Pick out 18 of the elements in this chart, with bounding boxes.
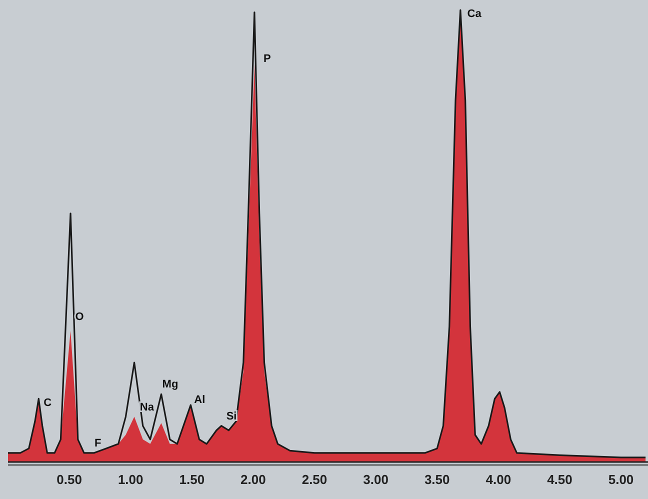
annotation: Ca [467, 8, 482, 20]
annotation: Mg [162, 378, 178, 391]
annotation: C [44, 396, 52, 409]
x-tick-label: 3.00 [363, 472, 388, 487]
x-tick-label: 3.50 [424, 472, 450, 487]
annotation: Si [226, 410, 237, 422]
x-tick-label: 4.50 [547, 472, 572, 487]
x-tick-label: 4.00 [486, 472, 512, 487]
x-tick-label: 2.00 [240, 472, 266, 487]
annotation: O [75, 310, 84, 323]
annotation: Al [194, 394, 206, 406]
x-tick-label: 0.50 [56, 472, 82, 487]
x-tick-label: 5.00 [608, 472, 634, 487]
x-tick-label: 1.00 [118, 472, 144, 487]
x-tick-label: 1.50 [179, 472, 205, 487]
x-tick-label: 2.50 [302, 472, 328, 487]
annotation: P [263, 53, 271, 66]
annotation: F [94, 437, 102, 450]
